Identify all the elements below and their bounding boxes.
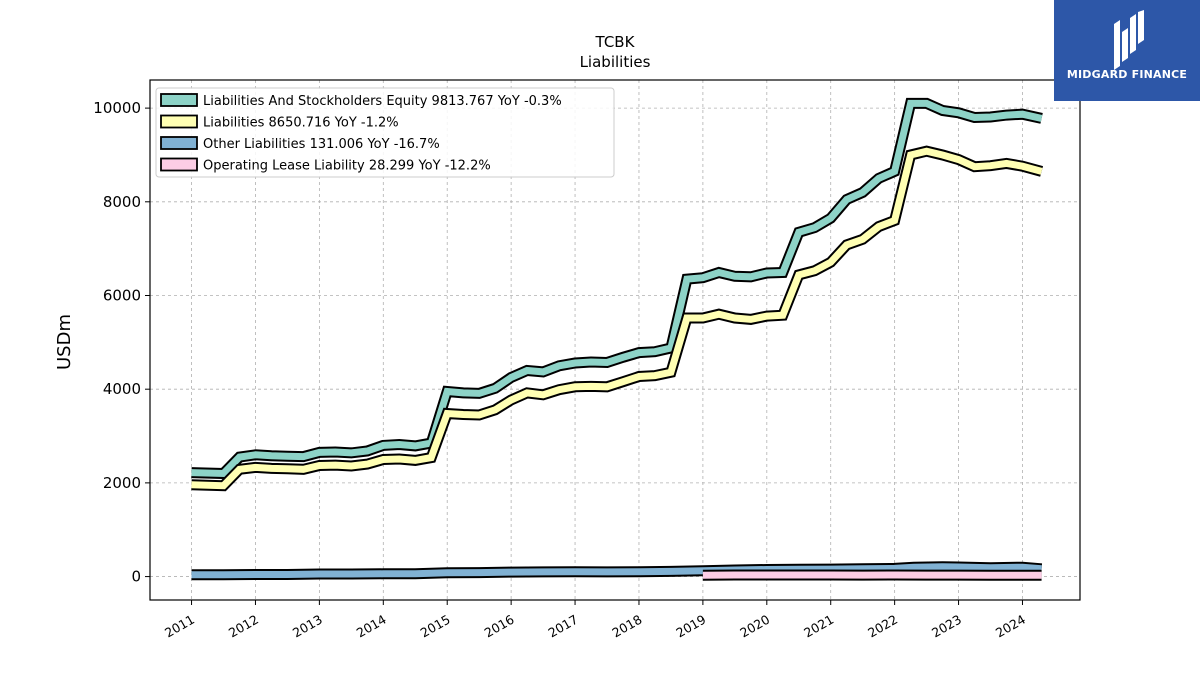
x-tick-label: 2015	[418, 612, 453, 641]
x-tick-label: 2020	[737, 612, 772, 641]
legend-swatch	[160, 136, 198, 150]
x-tick-label: 2023	[929, 612, 964, 641]
legend-label: Liabilities 8650.716 YoY -1.2%	[203, 116, 399, 131]
series-other-liabilities	[191, 561, 1043, 581]
x-tick-label: 2012	[226, 612, 261, 641]
series-line	[191, 147, 1043, 490]
legend-swatch	[160, 93, 198, 107]
x-tick-label: 2016	[482, 612, 517, 641]
x-tick-label: 2021	[801, 612, 836, 641]
y-tick-label: 8000	[103, 193, 141, 211]
x-tick-label: 2024	[993, 612, 1028, 641]
x-tick-label: 2014	[354, 612, 389, 641]
legend: Liabilities And Stockholders Equity 9813…	[155, 87, 615, 178]
y-tick-label: 4000	[103, 380, 141, 398]
y-axis: 0 2000 4000 6000 8000 10000	[93, 99, 150, 586]
brand-logo: MIDGARD FINANCE	[1054, 0, 1200, 101]
series-lines	[191, 97, 1044, 581]
x-tick-label: 2018	[609, 612, 644, 641]
legend-box	[155, 87, 615, 178]
y-tick-label: 10000	[93, 99, 141, 117]
legend-label: Operating Lease Liability 28.299 YoY -12…	[203, 159, 491, 174]
y-tick-label: 6000	[103, 286, 141, 304]
x-axis: 2011 2012 2013 2014 2015 2016 2017 2018 2019 2020…	[162, 600, 1028, 641]
x-tick-label: 2019	[673, 612, 708, 641]
x-tick-label: 2022	[865, 612, 900, 641]
brand-mark-icon	[1114, 10, 1144, 70]
y-tick-label: 0	[131, 568, 141, 586]
x-tick-label: 2011	[162, 612, 197, 641]
series-line	[191, 563, 1042, 579]
x-tick-label: 2013	[290, 612, 325, 641]
plot-frame	[149, 79, 1081, 601]
y-axis-label: USDm	[54, 314, 75, 370]
brand-name: MIDGARD FINANCE	[1066, 68, 1188, 81]
legend-label: Other Liabilities 131.006 YoY -16.7%	[203, 137, 440, 152]
legend-label: Liabilities And Stockholders Equity 9813…	[203, 94, 562, 109]
series-liabilities	[191, 145, 1044, 492]
series-line	[191, 99, 1043, 478]
y-tick-label: 2000	[103, 474, 141, 492]
chart-subtitle: Liabilities	[580, 53, 651, 71]
series-liabilities-and-stockholders-equity	[191, 97, 1043, 480]
legend-swatch	[160, 157, 198, 172]
legend-swatch	[160, 114, 198, 129]
chart-title: TCBK	[595, 33, 636, 51]
x-tick-label: 2017	[546, 612, 581, 641]
